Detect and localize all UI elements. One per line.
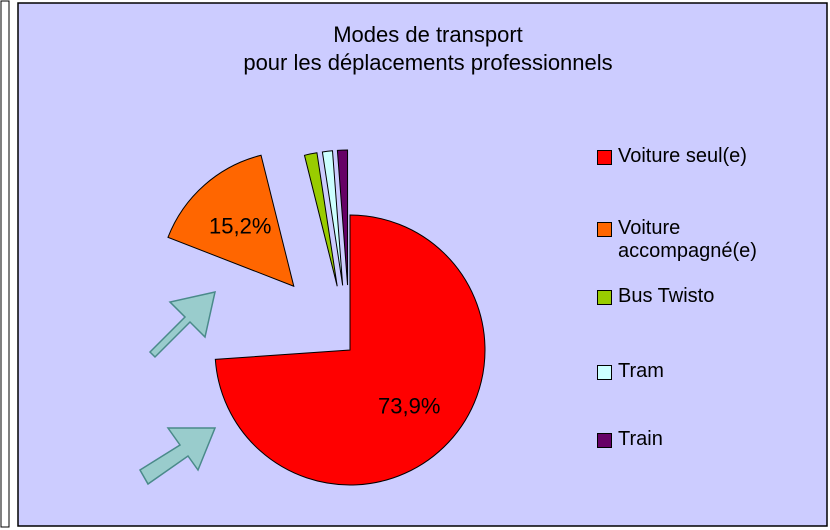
pie-slice (303, 152, 338, 287)
legend-label: Voiture seul(e) (618, 145, 747, 167)
data-label: 73,9% (378, 393, 440, 418)
legend-swatch (597, 433, 612, 448)
chart-title: Modes de transport pour les déplacements … (243, 22, 612, 75)
legend-item: Tram (597, 360, 822, 383)
legend-label: Voiture accompagné(e) (618, 217, 757, 262)
legend-label: Tram (618, 360, 664, 382)
legend-label: Bus Twisto (618, 285, 715, 307)
legend-item: Voiture accompagné(e) (597, 217, 822, 263)
arrow (138, 427, 217, 486)
pie-slice (321, 150, 344, 286)
legend-item: Bus Twisto (597, 285, 822, 308)
side-panel (0, 0, 10, 528)
legend-item: Voiture seul(e) (597, 145, 822, 168)
legend-swatch (597, 222, 612, 237)
legend-item: Train (597, 428, 822, 451)
arrows (138, 291, 217, 486)
pie-slice (167, 154, 295, 288)
pie-slice (336, 149, 349, 286)
legend-swatch (597, 365, 612, 380)
legend-label: Train (618, 428, 663, 450)
pie (167, 149, 486, 486)
pie-slice (214, 214, 486, 486)
legend-swatch (597, 150, 612, 165)
arrow (148, 291, 216, 359)
data-label: 15,2% (209, 213, 271, 238)
legend-swatch (597, 290, 612, 305)
